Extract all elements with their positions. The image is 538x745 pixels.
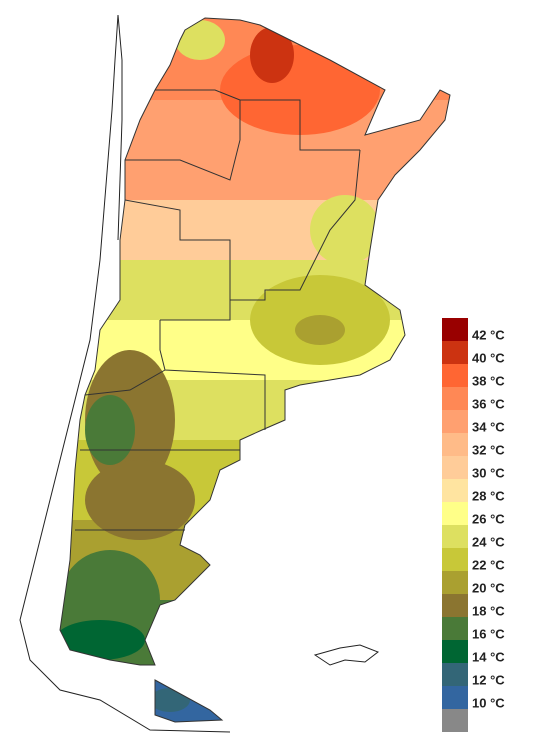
legend-label: 40 °C [472,350,505,365]
legend-swatch [442,663,468,686]
legend-swatch [442,594,468,617]
legend: 42 °C 40 °C 38 °C 36 °C 34 °C 32 °C 30 °C 28 °C… [442,318,505,732]
legend-label: 24 °C [472,534,505,549]
legend-swatch [442,364,468,387]
legend-label: 18 °C [472,603,505,618]
chile-coast [19,14,231,733]
legend-swatch [442,502,468,525]
legend-label: 22 °C [472,557,505,572]
legend-label: 32 °C [472,442,505,457]
legend-label: 16 °C [472,626,505,641]
legend-label: 36 °C [472,396,505,411]
legend-swatch [442,709,468,732]
legend-swatch [442,640,468,663]
legend-swatch [442,571,468,594]
legend-label: 38 °C [472,373,505,388]
legend-swatch [442,387,468,410]
legend-label: 42 °C [472,327,505,342]
legend-swatch [442,548,468,571]
legend-label: 34 °C [472,419,505,434]
legend-label: 14 °C [472,649,505,664]
legend-label: 28 °C [472,488,505,503]
legend-label: 12 °C [472,672,505,687]
legend-label: 30 °C [472,465,505,480]
legend-swatch [442,686,468,709]
legend-swatch [442,525,468,548]
legend-label: 26 °C [472,511,505,526]
legend-swatch [442,456,468,479]
province-borders [59,17,451,723]
malvinas [313,644,380,666]
legend-label: 10 °C [472,695,505,710]
legend-swatch [442,479,468,502]
legend-swatch [442,617,468,640]
legend-swatch [442,410,468,433]
legend-swatch [442,318,468,341]
legend-swatch [442,433,468,456]
legend-label: 20 °C [472,580,505,595]
legend-swatch [442,341,468,364]
